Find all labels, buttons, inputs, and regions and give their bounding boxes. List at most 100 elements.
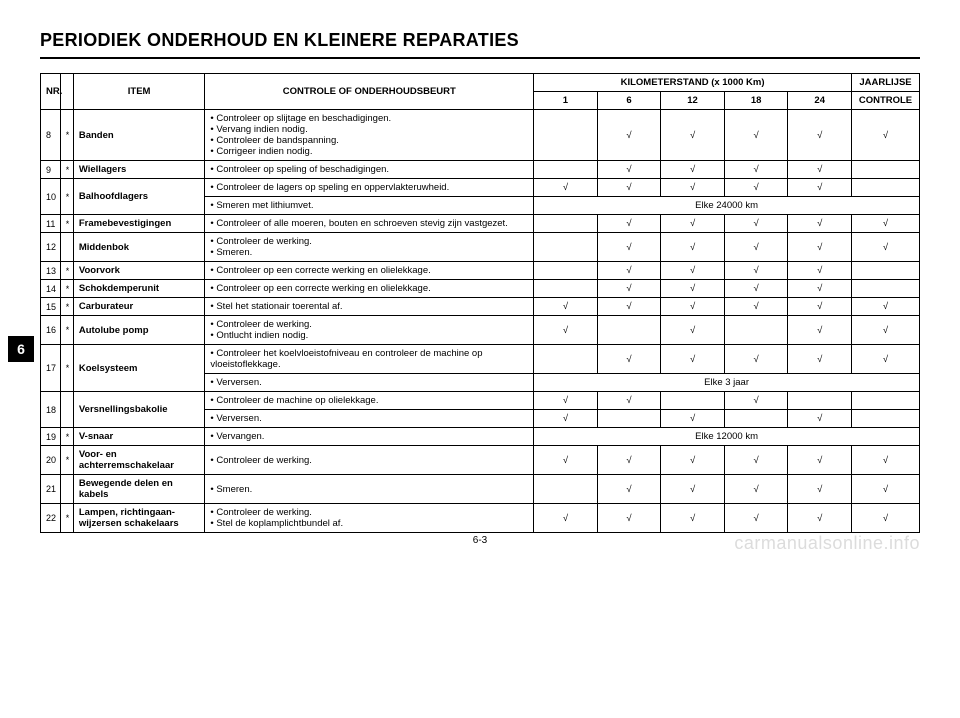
item-cell: Framebevestigingen bbox=[73, 215, 205, 233]
check-cell: √ bbox=[534, 316, 598, 345]
page-title: PERIODIEK ONDERHOUD EN KLEINERE REPARATI… bbox=[40, 30, 920, 51]
check-cell: √ bbox=[788, 298, 852, 316]
check-cell bbox=[851, 179, 919, 197]
check-cell: √ bbox=[597, 446, 661, 475]
check-cell: √ bbox=[724, 446, 788, 475]
chapter-tab: 6 bbox=[8, 336, 34, 362]
star-cell: * bbox=[60, 504, 73, 533]
check-cell: √ bbox=[661, 280, 725, 298]
control-cell: • Controleer op speling of beschadiginge… bbox=[205, 161, 534, 179]
control-cell: • Controleer op een correcte werking en … bbox=[205, 280, 534, 298]
check-cell: √ bbox=[724, 215, 788, 233]
watermark: carmanualsonline.info bbox=[734, 533, 920, 554]
item-cell: Koelsysteem bbox=[73, 345, 205, 392]
item-cell: Banden bbox=[73, 110, 205, 161]
table-body: 8*Banden• Controleer op slijtage en besc… bbox=[41, 110, 920, 533]
item-cell: Middenbok bbox=[73, 233, 205, 262]
check-cell: √ bbox=[597, 262, 661, 280]
check-cell: √ bbox=[851, 215, 919, 233]
check-cell: √ bbox=[851, 446, 919, 475]
check-cell: √ bbox=[597, 298, 661, 316]
check-cell: √ bbox=[661, 446, 725, 475]
nr-cell: 11 bbox=[41, 215, 61, 233]
check-cell: √ bbox=[788, 262, 852, 280]
check-cell: √ bbox=[851, 298, 919, 316]
check-cell: √ bbox=[788, 504, 852, 533]
check-cell: √ bbox=[724, 233, 788, 262]
check-cell: √ bbox=[788, 280, 852, 298]
star-cell: * bbox=[60, 446, 73, 475]
check-cell: √ bbox=[661, 110, 725, 161]
check-cell: √ bbox=[851, 475, 919, 504]
control-cell: • Stel het stationair toerental af. bbox=[205, 298, 534, 316]
star-cell: * bbox=[60, 215, 73, 233]
item-cell: Lampen, richtingaan-wijzersen schakelaar… bbox=[73, 504, 205, 533]
table-row: 18Versnellingsbakolie• Controleer de mac… bbox=[41, 392, 920, 410]
star-cell: * bbox=[60, 316, 73, 345]
check-cell bbox=[534, 475, 598, 504]
check-cell bbox=[534, 262, 598, 280]
table-row: 14*Schokdemperunit• Controleer op een co… bbox=[41, 280, 920, 298]
manual-page: PERIODIEK ONDERHOUD EN KLEINERE REPARATI… bbox=[0, 0, 960, 566]
table-row: 19*V-snaar• Vervangen.Elke 12000 km bbox=[41, 428, 920, 446]
nr-cell: 13 bbox=[41, 262, 61, 280]
item-cell: Autolube pomp bbox=[73, 316, 205, 345]
check-cell bbox=[851, 280, 919, 298]
head-yearly-bottom: CONTROLE bbox=[851, 92, 919, 110]
control-cell: • Smeren. bbox=[205, 475, 534, 504]
nr-cell: 9 bbox=[41, 161, 61, 179]
check-cell: √ bbox=[788, 215, 852, 233]
check-cell: √ bbox=[724, 504, 788, 533]
check-cell bbox=[534, 345, 598, 374]
head-km-1: 1 bbox=[534, 92, 598, 110]
star-cell bbox=[60, 233, 73, 262]
control-cell: • Controleer de werking. bbox=[205, 446, 534, 475]
star-cell: * bbox=[60, 161, 73, 179]
check-cell: √ bbox=[534, 504, 598, 533]
check-cell: √ bbox=[597, 280, 661, 298]
check-cell: √ bbox=[724, 280, 788, 298]
check-cell: √ bbox=[597, 179, 661, 197]
check-cell: √ bbox=[534, 410, 598, 428]
star-cell: * bbox=[60, 280, 73, 298]
check-cell bbox=[851, 392, 919, 410]
item-cell: Bewegende delen en kabels bbox=[73, 475, 205, 504]
table-head: NR. ITEM CONTROLE OF ONDERHOUDSBEURT KIL… bbox=[41, 74, 920, 110]
control-cell: • Controleer of alle moeren, bouten en s… bbox=[205, 215, 534, 233]
check-cell: √ bbox=[851, 316, 919, 345]
check-cell: √ bbox=[788, 316, 852, 345]
check-cell bbox=[788, 392, 852, 410]
control-cell: • Vervangen. bbox=[205, 428, 534, 446]
check-cell bbox=[724, 316, 788, 345]
nr-cell: 8 bbox=[41, 110, 61, 161]
check-cell: √ bbox=[534, 179, 598, 197]
check-cell bbox=[534, 110, 598, 161]
check-cell bbox=[534, 215, 598, 233]
head-nr: NR. bbox=[41, 74, 61, 110]
check-cell: √ bbox=[851, 345, 919, 374]
interval-span-cell: Elke 12000 km bbox=[534, 428, 920, 446]
item-cell: Carburateur bbox=[73, 298, 205, 316]
check-cell: √ bbox=[597, 345, 661, 374]
check-cell bbox=[534, 161, 598, 179]
check-cell: √ bbox=[851, 110, 919, 161]
star-cell: * bbox=[60, 262, 73, 280]
table-row: 9*Wiellagers• Controleer op speling of b… bbox=[41, 161, 920, 179]
nr-cell: 22 bbox=[41, 504, 61, 533]
item-cell: Voor- en achterremschakelaar bbox=[73, 446, 205, 475]
check-cell: √ bbox=[724, 392, 788, 410]
maintenance-table: NR. ITEM CONTROLE OF ONDERHOUDSBEURT KIL… bbox=[40, 73, 920, 533]
check-cell: √ bbox=[661, 475, 725, 504]
table-row: 17*Koelsysteem• Controleer het koelvloei… bbox=[41, 345, 920, 374]
head-control: CONTROLE OF ONDERHOUDSBEURT bbox=[205, 74, 534, 110]
item-cell: Balhoofdlagers bbox=[73, 179, 205, 215]
check-cell: √ bbox=[724, 161, 788, 179]
control-cell: • Controleer de werking.• Ontlucht indie… bbox=[205, 316, 534, 345]
check-cell: √ bbox=[661, 215, 725, 233]
check-cell: √ bbox=[597, 215, 661, 233]
check-cell: √ bbox=[661, 345, 725, 374]
head-km-18: 18 bbox=[724, 92, 788, 110]
table-row: 13*Voorvork• Controleer op een correcte … bbox=[41, 262, 920, 280]
table-row: 22*Lampen, richtingaan-wijzersen schakel… bbox=[41, 504, 920, 533]
control-cell: • Controleer de machine op olielekkage. bbox=[205, 392, 534, 410]
